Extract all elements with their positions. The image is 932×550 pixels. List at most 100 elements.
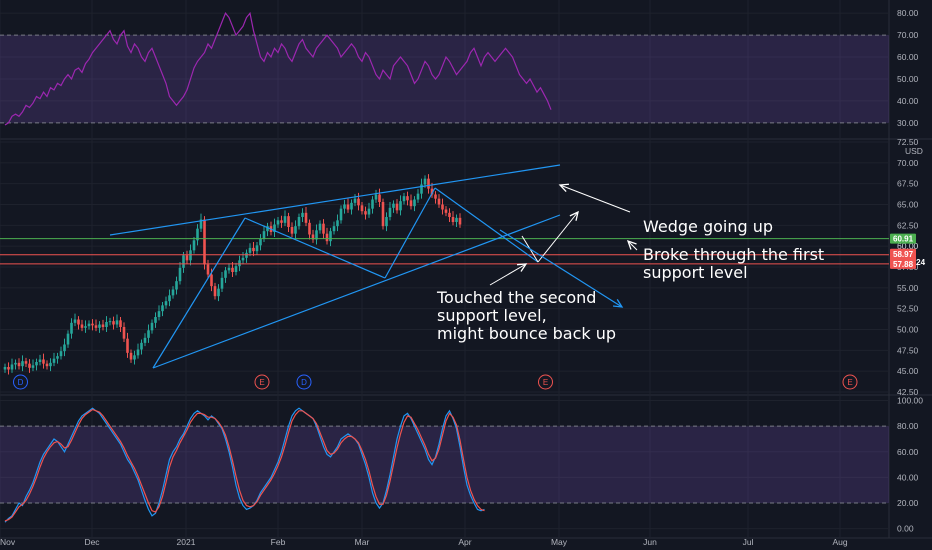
rsi-series-line-0: [4, 11, 552, 126]
oscillator-band: [0, 426, 889, 503]
candle-body: [213, 286, 217, 297]
downtrend-projection-line: [499, 229, 623, 308]
price-level-tag: [890, 258, 916, 269]
y-tick-label: 70.00: [897, 158, 919, 168]
x-tick-label: Feb: [271, 537, 286, 547]
candle-body: [77, 319, 80, 325]
candle-body: [217, 288, 220, 297]
y-tick-label: 60.00: [897, 241, 919, 251]
candle-body: [262, 231, 266, 239]
candle-body: [245, 252, 248, 258]
candle-body: [199, 219, 203, 229]
candle-body: [185, 255, 189, 261]
candle-body: [360, 205, 364, 212]
event-marker: [842, 374, 858, 390]
candle-body: [392, 203, 395, 208]
candle-body: [346, 204, 350, 210]
candle-body: [150, 322, 154, 331]
x-tick-label: Apr: [458, 537, 471, 547]
y-tick-label: 62.50: [897, 220, 919, 230]
event-marker-label: D: [18, 378, 24, 387]
oscillator-band: [0, 35, 889, 123]
candle-body: [35, 362, 38, 366]
candle-body: [325, 233, 329, 242]
candle-body: [24, 361, 28, 364]
candle-body: [147, 330, 150, 338]
candle-body: [73, 319, 77, 323]
candle-body: [231, 267, 234, 272]
candle-body: [283, 216, 287, 223]
y-tick-label: 0.00: [897, 524, 914, 534]
wedge-lower-trendline: [152, 214, 561, 369]
rsi-pane: [0, 11, 889, 126]
candle-body: [38, 359, 42, 362]
x-tick-label: May: [551, 537, 568, 547]
annotation-arrow-line: [559, 184, 631, 213]
candle-body: [427, 178, 430, 189]
note-broke-line1: Broke through the first: [643, 245, 824, 264]
candle-body: [168, 295, 171, 302]
price-level-tag: [890, 233, 916, 244]
candle-body: [21, 361, 24, 367]
y-tick-label: 40.00: [897, 472, 919, 482]
event-marker: [254, 374, 270, 390]
candle-body: [255, 245, 259, 252]
candle-body: [143, 337, 147, 343]
stochastic-series-line-1: [4, 408, 485, 522]
candle-body: [119, 320, 122, 327]
price-level-label: 57.88: [893, 260, 914, 269]
event-marker-label: E: [259, 378, 264, 387]
candle-body: [14, 362, 17, 365]
y-tick-label: 65.00: [897, 200, 919, 210]
candle-body: [210, 274, 213, 287]
annotation-arrowhead: [626, 239, 637, 250]
candle-body: [458, 217, 462, 225]
candle-body: [322, 223, 325, 234]
candle-body: [350, 202, 353, 210]
candle-body: [133, 355, 136, 360]
candle-body: [406, 196, 409, 201]
stochastic-pane: [0, 407, 889, 523]
candle-body: [171, 289, 175, 296]
note-touched-line2: support level,: [437, 306, 547, 325]
candle-body: [175, 281, 178, 290]
candle-body: [413, 199, 416, 207]
candle-body: [203, 219, 206, 265]
annotation-arrow-line: [489, 263, 527, 286]
candle-body: [241, 257, 245, 261]
candle-body: [3, 367, 7, 370]
candle-body: [84, 326, 87, 328]
candle-body: [42, 359, 45, 364]
event-marker: [538, 374, 553, 390]
candle-body: [308, 222, 311, 235]
y-tick-label: 42.50: [897, 387, 919, 397]
event-marker-label: E: [847, 378, 852, 387]
candle-body: [301, 212, 304, 217]
note-touched-line1: Touched the second: [436, 288, 596, 307]
stochastic-series-line-0: [4, 407, 485, 523]
candle-body: [63, 344, 66, 352]
annotation-arrow-line: [627, 240, 638, 251]
candle-body: [101, 324, 105, 327]
candle-body: [91, 323, 94, 326]
candle-body: [378, 194, 381, 202]
y-tick-label: 67.50: [897, 179, 919, 189]
candle-body: [399, 201, 402, 211]
y-tick-label: 47.50: [897, 345, 919, 355]
y-tick-label: 70.00: [897, 30, 919, 40]
y-tick-label: 40.00: [897, 96, 919, 106]
wave-line: [384, 187, 436, 279]
candle-body: [112, 321, 115, 325]
candle-body: [395, 203, 399, 211]
candle-body: [276, 220, 280, 225]
note-broke-line2: support level: [643, 263, 748, 282]
candle-body: [49, 362, 52, 367]
candle-body: [140, 342, 143, 350]
candle-body: [297, 217, 301, 227]
candle-body: [45, 363, 49, 367]
y-tick-label: 60.00: [897, 241, 919, 251]
candle-body: [374, 194, 378, 200]
candle-body: [192, 240, 196, 251]
candle-body: [441, 204, 444, 210]
